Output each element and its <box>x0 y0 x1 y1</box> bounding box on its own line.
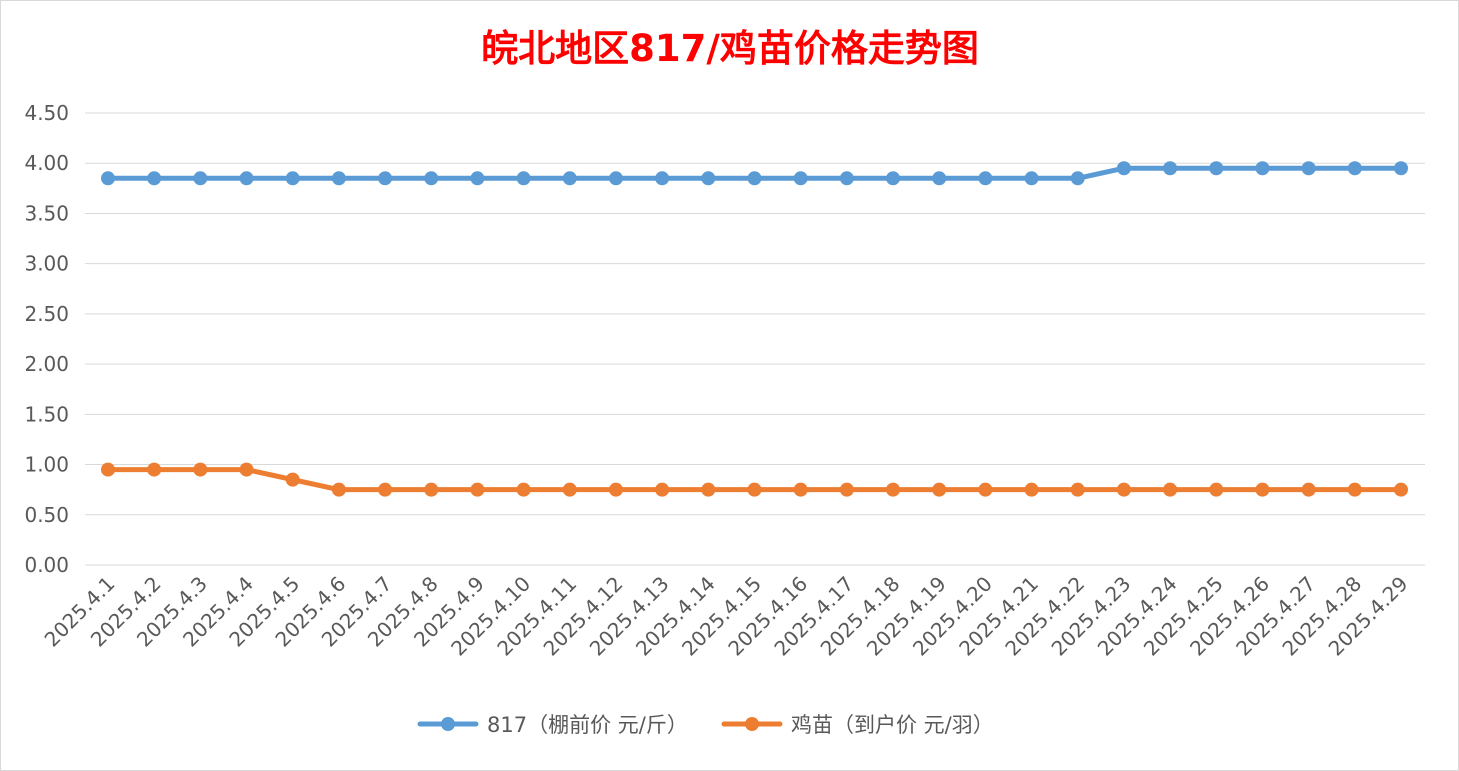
data-point <box>1070 482 1085 497</box>
data-point <box>793 171 808 186</box>
data-point <box>655 482 670 497</box>
data-point <box>516 171 531 186</box>
data-point <box>1301 161 1316 176</box>
data-point <box>978 171 993 186</box>
data-point <box>1116 161 1131 176</box>
data-point <box>101 462 115 477</box>
data-point <box>516 482 531 497</box>
data-point <box>886 482 901 497</box>
data-point <box>1301 482 1316 497</box>
data-point <box>932 482 947 497</box>
y-tick-label: 4.00 <box>24 151 69 175</box>
data-point <box>285 171 300 186</box>
data-point <box>1209 161 1224 176</box>
data-point <box>1209 482 1224 497</box>
data-point <box>193 171 208 186</box>
data-point <box>886 171 901 186</box>
y-tick-label: 2.00 <box>24 352 69 376</box>
data-point <box>1024 171 1039 186</box>
legend-marker <box>745 717 759 731</box>
data-point <box>424 171 439 186</box>
series-2 <box>101 462 1408 497</box>
data-point <box>331 482 346 497</box>
data-point <box>655 171 670 186</box>
y-tick-label: 0.50 <box>24 503 69 527</box>
data-point <box>1163 161 1178 176</box>
data-point <box>1347 482 1362 497</box>
data-point <box>424 482 439 497</box>
data-point <box>839 482 854 497</box>
series-layer <box>101 161 1408 497</box>
data-point <box>470 482 485 497</box>
chart-title: 皖北地区817/鸡苗价格走势图 <box>481 27 979 70</box>
legend-label: 鸡苗（到户价 元/羽） <box>791 713 994 737</box>
data-point <box>608 482 623 497</box>
data-point <box>1163 482 1178 497</box>
data-point <box>1394 482 1408 497</box>
y-tick-label: 1.50 <box>24 402 69 426</box>
data-point <box>978 482 993 497</box>
data-point <box>378 482 393 497</box>
legend-item: 817（棚前价 元/斤） <box>417 713 688 737</box>
data-point <box>470 171 485 186</box>
data-point <box>608 171 623 186</box>
data-point <box>147 171 162 186</box>
data-point <box>1347 161 1362 176</box>
data-point <box>1394 161 1408 176</box>
data-point <box>378 171 393 186</box>
data-point <box>331 171 346 186</box>
data-point <box>1255 482 1270 497</box>
data-point <box>1070 171 1085 186</box>
y-axis-labels: 0.00 0.50 1.00 1.50 2.00 2.50 3.00 3.50 4.00 4.50 <box>24 101 69 577</box>
data-point <box>793 482 808 497</box>
y-tick-label: 2.50 <box>24 302 69 326</box>
legend-item: 鸡苗（到户价 元/羽） <box>721 713 994 737</box>
data-point <box>747 482 762 497</box>
y-tick-label: 3.50 <box>24 201 69 225</box>
y-tick-label: 4.50 <box>24 101 69 125</box>
data-point <box>701 482 716 497</box>
y-tick-label: 0.00 <box>24 553 69 577</box>
legend-marker <box>441 717 455 731</box>
data-point <box>562 482 577 497</box>
data-point <box>285 472 300 487</box>
data-point <box>562 171 577 186</box>
data-point <box>239 462 254 477</box>
legend: 817（棚前价 元/斤） 鸡苗（到户价 元/羽） <box>417 713 994 737</box>
data-point <box>147 462 162 477</box>
data-point <box>932 171 947 186</box>
data-point <box>701 171 716 186</box>
data-point <box>1024 482 1039 497</box>
data-point <box>239 171 254 186</box>
data-point <box>839 171 854 186</box>
data-point <box>101 171 115 186</box>
data-point <box>193 462 208 477</box>
series-1 <box>101 161 1408 186</box>
gridlines <box>85 112 1425 566</box>
data-point <box>1116 482 1131 497</box>
legend-label: 817（棚前价 元/斤） <box>487 713 688 737</box>
data-point <box>747 171 762 186</box>
data-point <box>1255 161 1270 176</box>
y-tick-label: 3.00 <box>24 252 69 276</box>
y-tick-label: 1.00 <box>24 453 69 477</box>
